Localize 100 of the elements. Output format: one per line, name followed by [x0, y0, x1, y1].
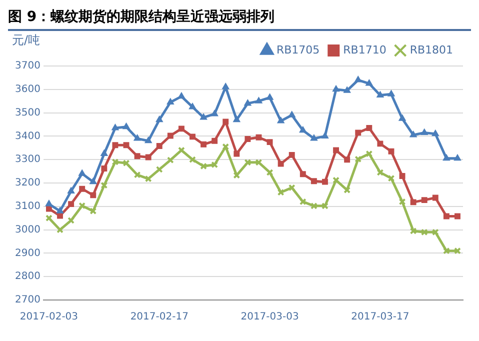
point: [388, 174, 395, 182]
point: [212, 138, 218, 144]
point: [101, 166, 108, 172]
x-tick-label: 2017-02-17: [130, 312, 188, 323]
point: [90, 208, 97, 215]
point: [420, 128, 428, 135]
point: [266, 94, 274, 100]
point: [134, 153, 140, 160]
y-tick-label: 2800: [14, 271, 40, 282]
point: [233, 116, 240, 122]
point: [256, 134, 262, 140]
point: [388, 148, 394, 154]
point: [188, 102, 196, 110]
y-tick-label: 3200: [14, 178, 40, 189]
point: [56, 226, 64, 234]
point: [112, 124, 119, 130]
y-tick-label: 3000: [14, 224, 40, 236]
legend-label: RB1705: [276, 43, 320, 56]
point: [178, 126, 184, 132]
point: [432, 194, 438, 201]
point: [377, 140, 384, 147]
point: [442, 154, 450, 161]
point: [398, 114, 406, 121]
point: [288, 152, 295, 158]
point: [244, 99, 252, 106]
point: [200, 162, 208, 170]
legend-label: RB1710: [343, 43, 386, 56]
point: [156, 116, 163, 122]
point: [68, 201, 74, 208]
point: [299, 198, 306, 206]
chart-title: 图 9：螺纹期货的期限结构呈近强远弱排列: [8, 8, 471, 31]
point: [134, 134, 141, 141]
point: [454, 154, 462, 161]
x-tick-label: 2017-03-17: [351, 312, 410, 323]
legend-label: RB1801: [410, 43, 454, 56]
point: [78, 170, 86, 176]
point: [56, 207, 64, 214]
point: [344, 86, 351, 93]
point: [288, 111, 296, 118]
point: [222, 143, 230, 150]
point: [442, 247, 450, 254]
point: [454, 213, 460, 220]
point: [200, 141, 207, 148]
point: [156, 166, 163, 173]
y-tick-label: 3100: [14, 200, 40, 212]
point: [90, 178, 97, 184]
y-tick-label: 3400: [14, 130, 40, 142]
point: [166, 98, 174, 105]
point: [277, 116, 284, 124]
point: [233, 172, 240, 179]
point: [332, 85, 340, 92]
y-tick-label: 3700: [14, 60, 40, 72]
point: [166, 156, 174, 164]
x-tick-label: 2017-02-03: [20, 312, 78, 323]
point: [211, 110, 218, 116]
point: [144, 136, 152, 144]
point: [432, 130, 439, 136]
y-tick-label: 3500: [14, 107, 40, 118]
point: [122, 160, 130, 167]
point: [410, 199, 416, 206]
point: [234, 150, 240, 157]
point: [399, 173, 406, 179]
point: [388, 90, 395, 96]
x-tick-label: 2017-03-03: [240, 312, 299, 323]
point: [310, 178, 317, 184]
point: [344, 186, 351, 194]
point: [255, 97, 262, 104]
point: [90, 192, 96, 198]
point: [144, 175, 152, 182]
y-axis-title: 元/吨: [12, 33, 40, 48]
point: [112, 158, 119, 166]
point: [189, 156, 196, 164]
point: [322, 178, 328, 185]
point: [321, 132, 329, 138]
point: [299, 126, 306, 133]
point: [255, 158, 262, 166]
point: [167, 132, 174, 139]
point: [45, 200, 52, 206]
point: [410, 131, 417, 138]
point: [68, 187, 75, 194]
point: [100, 150, 108, 156]
point: [244, 136, 251, 142]
point: [344, 156, 350, 163]
point: [244, 158, 252, 166]
point: [332, 176, 340, 184]
point: [278, 160, 284, 167]
point: [354, 76, 362, 82]
point: [310, 134, 318, 141]
point: [300, 171, 306, 178]
point: [288, 184, 296, 192]
point: [420, 228, 428, 236]
point: [112, 142, 118, 148]
point: [178, 92, 185, 99]
y-tick-label: 2900: [14, 248, 40, 259]
point: [222, 83, 230, 90]
point: [100, 182, 108, 189]
point: [355, 130, 362, 136]
point: [211, 161, 218, 168]
point: [200, 113, 208, 120]
point: [443, 213, 450, 220]
